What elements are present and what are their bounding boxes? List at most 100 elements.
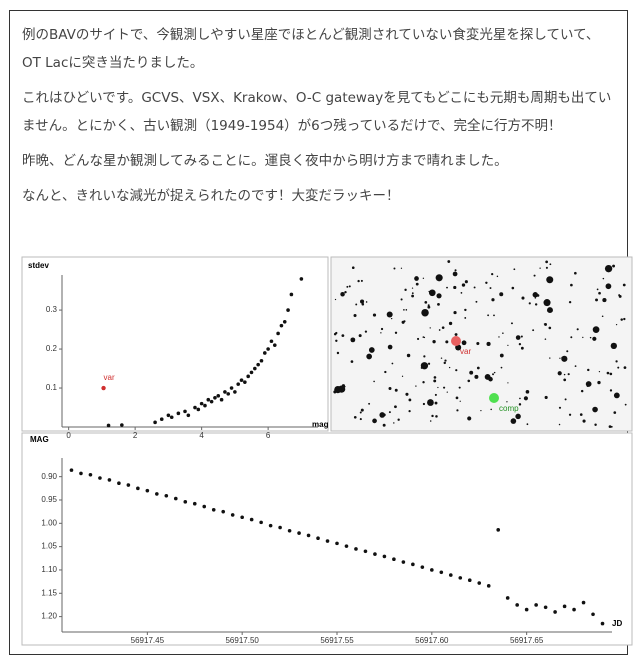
y-tick-label: 1.00 bbox=[41, 518, 57, 527]
data-point bbox=[440, 570, 444, 574]
star bbox=[502, 332, 504, 334]
star bbox=[583, 420, 586, 423]
x-tick-label: 56917.60 bbox=[415, 636, 449, 645]
star bbox=[559, 407, 561, 409]
x-tick-label: 56917.55 bbox=[320, 636, 354, 645]
star bbox=[391, 318, 392, 319]
star bbox=[545, 396, 548, 399]
star bbox=[442, 326, 445, 329]
star bbox=[430, 327, 431, 328]
data-point bbox=[290, 293, 294, 297]
star bbox=[459, 387, 461, 389]
star bbox=[431, 415, 433, 417]
y-axis-label: MAG bbox=[30, 435, 49, 444]
star bbox=[613, 411, 616, 414]
star bbox=[443, 387, 445, 389]
star bbox=[411, 295, 414, 298]
star bbox=[546, 276, 553, 283]
data-point bbox=[170, 415, 174, 419]
star bbox=[611, 343, 617, 349]
star bbox=[365, 331, 367, 333]
star bbox=[359, 334, 362, 337]
star bbox=[620, 318, 622, 320]
star bbox=[519, 398, 521, 400]
data-point bbox=[98, 476, 102, 480]
star bbox=[337, 352, 339, 354]
star bbox=[456, 396, 459, 399]
star bbox=[369, 347, 375, 353]
star bbox=[534, 275, 536, 277]
star bbox=[395, 332, 397, 334]
star bbox=[447, 392, 448, 393]
star bbox=[388, 387, 391, 390]
star bbox=[335, 332, 337, 334]
x-tick-label: 2 bbox=[133, 431, 138, 440]
data-point bbox=[288, 529, 292, 533]
star bbox=[351, 360, 354, 363]
star bbox=[598, 292, 601, 295]
star bbox=[435, 394, 437, 396]
star bbox=[366, 301, 368, 303]
x-axis-label: mag bbox=[312, 420, 329, 429]
var-label: var bbox=[460, 347, 471, 356]
star bbox=[512, 287, 515, 290]
data-point bbox=[273, 343, 277, 347]
star bbox=[605, 299, 607, 301]
star bbox=[384, 371, 386, 373]
star bbox=[497, 276, 498, 277]
star bbox=[494, 372, 495, 373]
star bbox=[564, 374, 565, 375]
data-point bbox=[259, 521, 263, 525]
data-point bbox=[117, 481, 121, 485]
star bbox=[462, 340, 467, 345]
data-point bbox=[591, 612, 595, 616]
star bbox=[360, 300, 364, 304]
data-point bbox=[278, 526, 282, 530]
data-point bbox=[202, 505, 206, 509]
star bbox=[428, 291, 429, 292]
x-tick-label: 56917.50 bbox=[225, 636, 259, 645]
data-point bbox=[326, 539, 330, 543]
data-point bbox=[335, 542, 339, 546]
data-point bbox=[316, 536, 320, 540]
star bbox=[570, 336, 572, 338]
star bbox=[361, 409, 364, 412]
data-point bbox=[477, 581, 481, 585]
star bbox=[429, 289, 436, 296]
star bbox=[406, 309, 408, 311]
data-point bbox=[601, 622, 605, 626]
data-point bbox=[525, 608, 529, 612]
star bbox=[606, 283, 612, 289]
data-point bbox=[127, 483, 131, 487]
data-point bbox=[487, 584, 491, 588]
star bbox=[403, 320, 405, 322]
star bbox=[570, 284, 573, 287]
star bbox=[474, 375, 478, 379]
star bbox=[362, 303, 365, 306]
data-point bbox=[280, 324, 284, 328]
star bbox=[624, 366, 627, 369]
star bbox=[592, 407, 598, 413]
star bbox=[546, 267, 548, 269]
star bbox=[590, 337, 592, 339]
data-point bbox=[206, 398, 210, 402]
star bbox=[524, 396, 528, 400]
star bbox=[412, 287, 413, 288]
star bbox=[595, 298, 598, 301]
data-point bbox=[506, 596, 510, 600]
star bbox=[424, 301, 427, 304]
star bbox=[532, 329, 534, 331]
star bbox=[335, 340, 337, 342]
star bbox=[489, 287, 491, 289]
y-tick-label: 0.3 bbox=[46, 305, 58, 314]
star bbox=[368, 403, 370, 405]
star bbox=[407, 354, 410, 357]
star bbox=[491, 298, 494, 301]
star bbox=[467, 416, 471, 420]
star bbox=[415, 385, 416, 386]
star bbox=[581, 390, 583, 392]
star bbox=[393, 268, 395, 270]
figures: var comp stdev mag MAG JD 02460.10.20.3v… bbox=[0, 0, 637, 657]
star bbox=[499, 292, 503, 296]
star bbox=[421, 367, 423, 369]
